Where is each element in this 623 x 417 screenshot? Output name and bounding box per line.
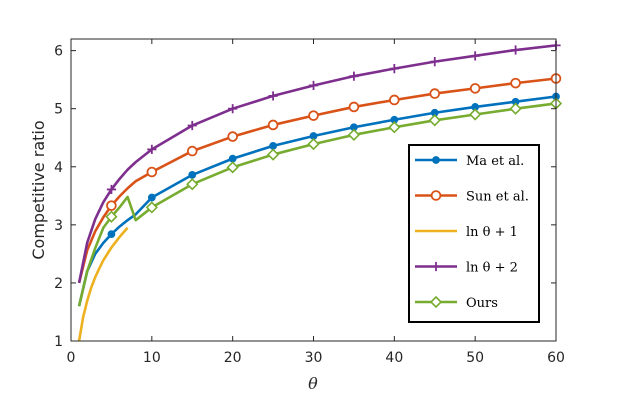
x-tick-label: 10: [143, 350, 161, 366]
series-0-marker: [107, 230, 116, 239]
legend-label-0: Ma et al.: [466, 154, 524, 169]
y-axis-title: Competitive ratio: [29, 120, 48, 259]
y-tick-label: 5: [54, 102, 63, 118]
legend-label-3: ln θ + 2: [466, 261, 518, 276]
x-tick-label: 20: [224, 350, 242, 366]
series-0-marker: [147, 193, 156, 202]
series-3-marker: [228, 104, 238, 114]
series-0-marker: [269, 141, 277, 150]
x-tick-label: 60: [547, 350, 565, 366]
series-4-marker: [347, 128, 361, 141]
series-4-marker: [469, 108, 482, 121]
series-1-marker: [106, 200, 117, 211]
series-markers-layer: [105, 40, 563, 239]
x-axis-title: θ: [308, 374, 318, 393]
series-3-marker: [268, 91, 278, 101]
series-3-marker: [470, 51, 480, 61]
legend-marker-3: [431, 261, 441, 272]
legend: Ma et al. Sun et al. ln θ + 1 ln θ + 2 Ours: [408, 144, 540, 323]
x-tick-label: 0: [67, 350, 76, 366]
series-3-marker: [308, 80, 319, 91]
series-1-marker: [227, 131, 238, 142]
series-1-marker: [348, 101, 360, 113]
x-tick-label: 30: [305, 350, 323, 366]
series-4-marker: [428, 114, 441, 127]
series-3-marker: [430, 57, 440, 67]
axis-ticks-layer: 0 10 20 30 40 50 60 1 2 3 4 5 6: [54, 39, 565, 366]
series-0-marker: [188, 171, 197, 179]
series-1-marker: [429, 88, 441, 99]
legend-marker-0: [432, 156, 440, 164]
series-3-marker: [389, 64, 399, 74]
legend-marker-4: [429, 295, 443, 309]
series-1-marker: [389, 94, 400, 106]
series-0-marker: [228, 154, 237, 163]
series-3-marker: [106, 184, 117, 195]
series-1-marker: [469, 83, 481, 94]
series-4-marker: [105, 210, 118, 223]
series-4-marker: [509, 102, 522, 115]
series-3-marker: [187, 120, 197, 131]
series-1-marker: [186, 145, 198, 157]
series-4-marker: [226, 161, 239, 174]
x-tick-label: 40: [385, 350, 403, 366]
series-4-marker: [388, 121, 401, 134]
series-1-marker: [308, 110, 319, 121]
series-4-marker: [145, 201, 158, 214]
y-tick-label: 1: [54, 334, 63, 350]
y-tick-label: 6: [54, 44, 63, 60]
legend-marker-1: [430, 190, 442, 201]
y-tick-label: 3: [54, 218, 63, 234]
series-4-marker: [186, 178, 199, 191]
legend-box: [408, 144, 540, 323]
y-tick-label: 4: [54, 160, 63, 176]
series-3-marker: [349, 71, 359, 81]
series-3-marker: [510, 45, 521, 55]
series-1-marker: [146, 166, 158, 178]
series-3-marker: [147, 144, 157, 154]
series-line-2: [77, 226, 129, 342]
legend-label-2: ln θ + 1: [466, 225, 518, 240]
series-1-marker: [510, 77, 521, 89]
legend-label-4: Ours: [466, 296, 498, 311]
y-tick-label: 2: [54, 276, 63, 292]
x-tick-label: 50: [466, 350, 484, 366]
series-1-marker: [267, 119, 279, 131]
legend-label-1: Sun et al.: [466, 190, 529, 205]
series-4-marker: [307, 137, 320, 151]
series-4-marker: [266, 148, 280, 161]
